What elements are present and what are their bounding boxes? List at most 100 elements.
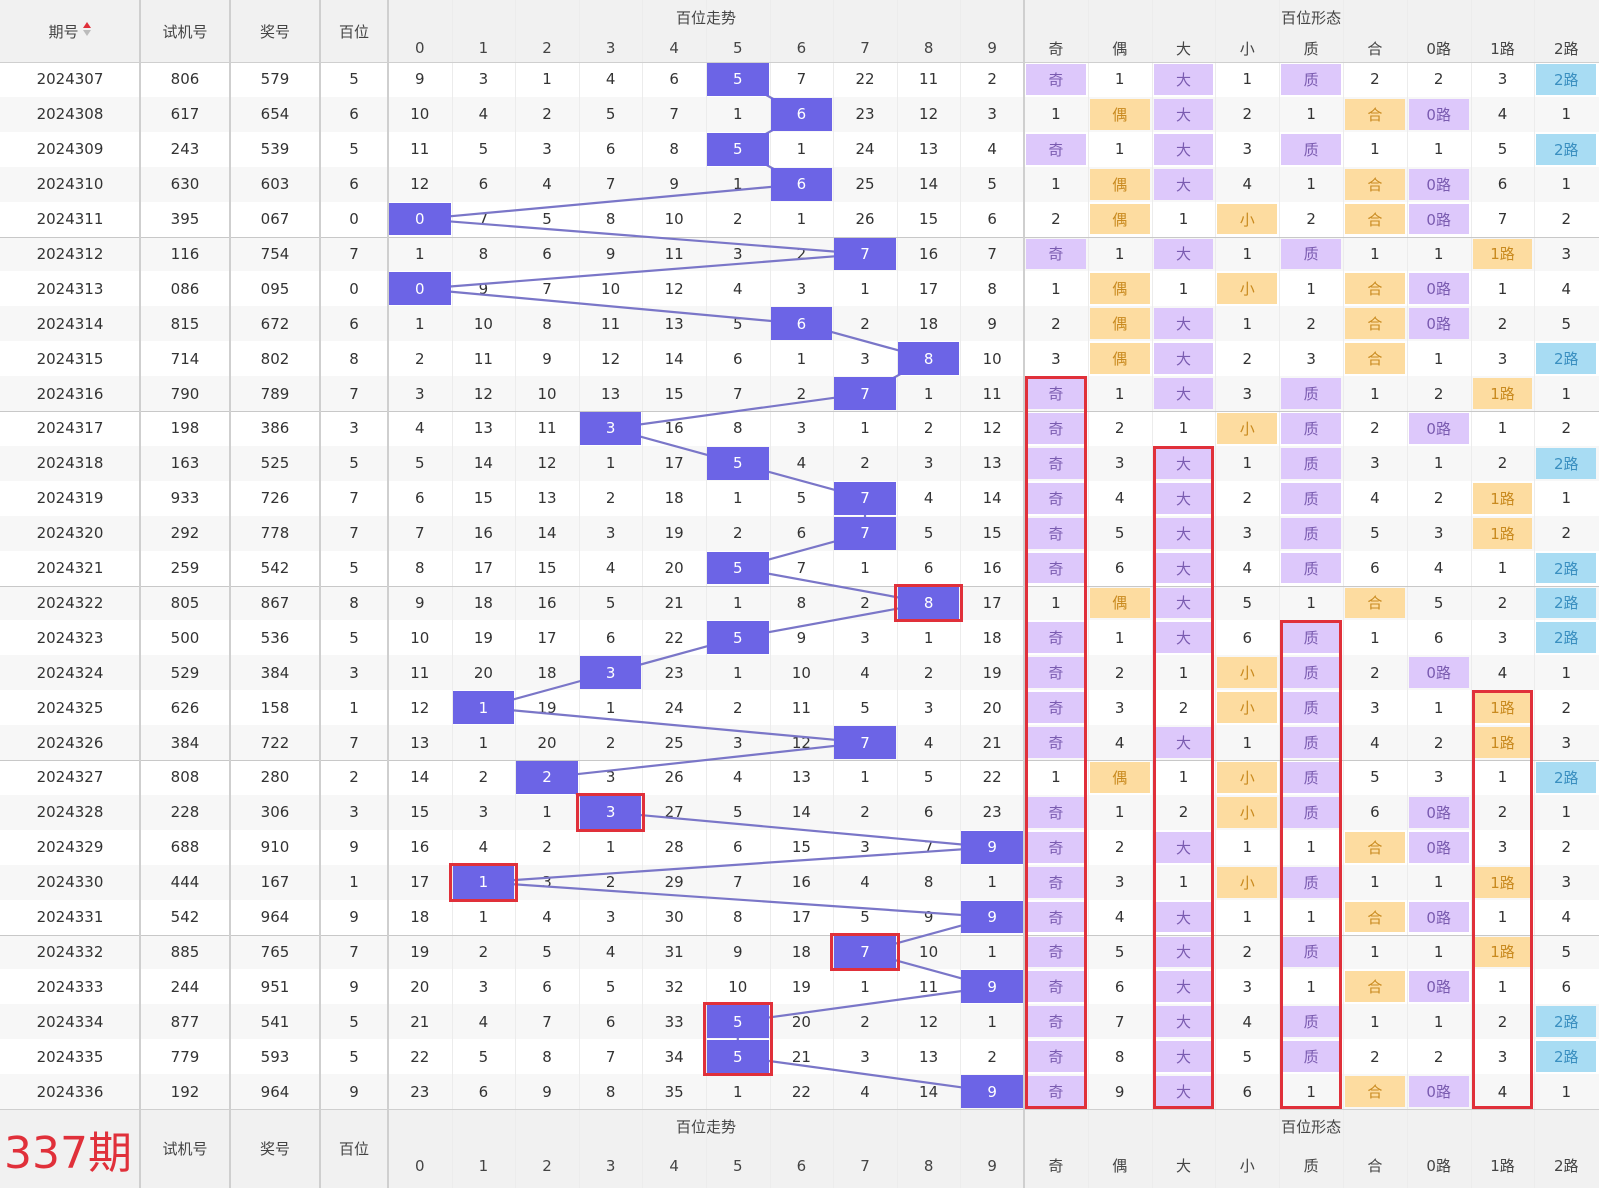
form-tag: 小: [1217, 273, 1278, 305]
form-tag: 奇: [1026, 1041, 1086, 1073]
form-column-header: 质: [1303, 39, 1319, 58]
trend-miss-cell: 6: [987, 210, 997, 229]
form-tag: 1路: [1472, 378, 1533, 409]
trend-miss-cell: 4: [542, 908, 552, 927]
trend-digit-header: 3: [605, 39, 616, 57]
trend-miss-cell: 21: [982, 733, 1002, 752]
form-miss-cell: 2: [1370, 1047, 1380, 1066]
trend-miss-cell: 9: [987, 314, 997, 333]
prize-number-cell: 722: [260, 733, 290, 752]
form-miss-cell: 1: [1433, 244, 1444, 263]
form-miss-cell: 2: [1242, 489, 1253, 508]
digit-divider: [833, 0, 835, 1188]
trend-miss-cell: 12: [919, 105, 939, 124]
trend-miss-cell: 13: [919, 140, 939, 159]
trend-miss-cell: 11: [537, 419, 557, 438]
form-tag: 奇: [1026, 831, 1086, 863]
trend-digit-header: 0: [415, 39, 425, 57]
trend-miss-cell: 1: [415, 314, 425, 333]
trend-miss-cell: 12: [982, 419, 1002, 438]
prize-number-cell: 095: [260, 279, 290, 298]
trend-miss-cell: 6: [415, 489, 425, 508]
form-tag: 大: [1153, 517, 1214, 549]
trend-miss-cell: 5: [542, 942, 552, 961]
prize-number-cell: 754: [260, 244, 290, 263]
form-tag: 合: [1345, 901, 1405, 933]
form-miss-cell: 1: [1433, 698, 1444, 717]
form-miss-cell: 2: [1561, 210, 1572, 229]
trend-miss-cell: 4: [796, 454, 807, 473]
form-miss-cell: 1: [1561, 663, 1572, 682]
trend-miss-cell: 7: [987, 244, 997, 263]
period-cell: 2024333: [36, 977, 104, 996]
form-miss-cell: 2: [1433, 70, 1444, 89]
trend-miss-cell: 22: [664, 628, 684, 647]
trend-miss-cell: 1: [987, 942, 997, 961]
trend-miss-cell: 2: [860, 1012, 870, 1031]
trend-miss-cell: 9: [415, 70, 425, 89]
trend-miss-cell: 12: [410, 175, 430, 194]
test-number-cell: 116: [170, 244, 200, 263]
footer-digit-header: 1: [478, 1156, 489, 1175]
test-number-cell: 384: [170, 733, 200, 752]
form-tag: 小: [1217, 796, 1278, 828]
footer-digit-header: 3: [605, 1156, 616, 1175]
period-header[interactable]: 期号: [0, 0, 140, 62]
hundreds-ball: 1: [452, 865, 515, 899]
form-divider: [1470, 0, 1472, 1188]
test-number-cell: 790: [170, 384, 200, 403]
trend-miss-cell: 13: [919, 1047, 939, 1066]
form-miss-cell: 4: [1497, 105, 1508, 124]
trend-miss-cell: 17: [791, 908, 811, 927]
form-miss-cell: 1: [1178, 279, 1189, 298]
sort-updown-icon[interactable]: [82, 21, 92, 41]
trend-miss-cell: 1: [733, 175, 743, 194]
trend-miss-cell: 4: [733, 279, 743, 298]
trend-miss-cell: 3: [923, 454, 934, 473]
form-tag: 大: [1153, 447, 1214, 479]
form-tag: 大: [1153, 64, 1214, 95]
trend-miss-cell: 2: [733, 524, 743, 543]
trend-miss-cell: 23: [982, 803, 1002, 822]
trend-miss-cell: 1: [542, 803, 552, 822]
form-miss-cell: 1: [1114, 244, 1125, 263]
hundreds-cell: 5: [349, 559, 359, 578]
trend-miss-cell: 11: [791, 698, 811, 717]
trend-miss-cell: 3: [860, 838, 870, 857]
trend-miss-cell: 7: [605, 1047, 616, 1066]
odd-streak-box: [1025, 376, 1087, 1109]
footer-form-header: 1路: [1490, 1157, 1515, 1175]
trend-miss-cell: 4: [923, 489, 934, 508]
trend-miss-cell: 6: [733, 838, 743, 857]
form-tag: 1路: [1472, 936, 1533, 968]
hundreds-ball: 7: [834, 726, 896, 759]
footer-digit-header: 0: [415, 1156, 425, 1175]
hundreds-cell: 3: [349, 803, 359, 822]
trend-miss-cell: 6: [796, 524, 807, 543]
trend-miss-cell: 22: [791, 1082, 811, 1101]
hundreds-ball: 9: [961, 970, 1023, 1004]
form-tag: 0路: [1408, 273, 1469, 305]
form-tag: 大: [1153, 831, 1214, 863]
form-miss-cell: 6: [1370, 559, 1380, 578]
prize-number-cell: 579: [260, 70, 290, 89]
form-miss-cell: 4: [1242, 175, 1253, 194]
form-miss-cell: 5: [1561, 314, 1572, 333]
form-tag: 质: [1281, 866, 1341, 898]
hundreds-cell: 1: [349, 873, 359, 892]
hundreds-ball: 7: [834, 237, 896, 271]
form-tag: 偶: [1089, 98, 1150, 130]
trend-miss-cell: 14: [410, 768, 430, 787]
trend-miss-cell: 11: [664, 244, 684, 263]
form-tag: 0路: [1408, 308, 1469, 340]
trend-miss-cell: 18: [664, 489, 684, 508]
test-number-cell: 086: [170, 279, 200, 298]
form-miss-cell: 1: [1370, 1012, 1380, 1031]
route1-streak-box: [1471, 690, 1534, 1109]
trend-digit-header: 7: [860, 39, 870, 57]
form-divider: [1279, 0, 1281, 1188]
trend-miss-cell: 7: [796, 559, 807, 578]
trend-miss-cell: 5: [733, 314, 743, 333]
prize-number-cell: 384: [260, 663, 290, 682]
trend-miss-cell: 33: [664, 1012, 684, 1031]
